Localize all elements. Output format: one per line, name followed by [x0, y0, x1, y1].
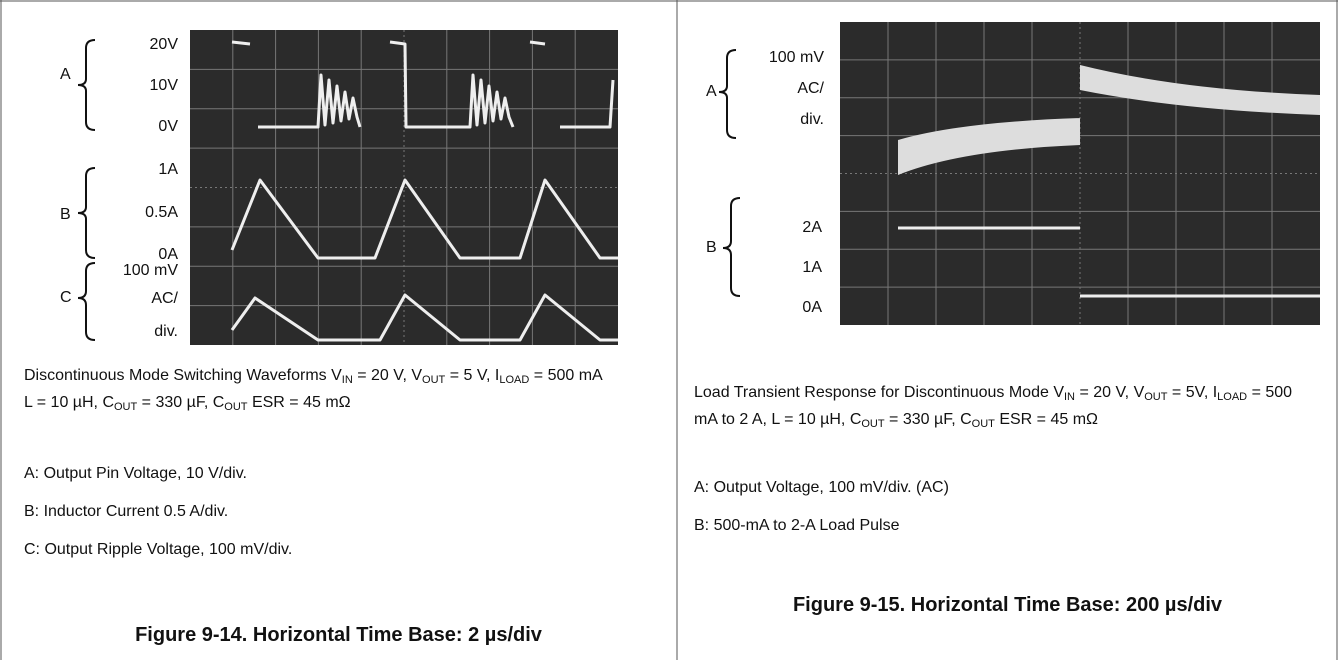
level-label: 0A	[802, 299, 822, 316]
note: B: 500-mA to 2-A Load Pulse	[694, 517, 900, 534]
level-label: 20V	[150, 36, 179, 53]
level-label: 0.5A	[145, 204, 178, 221]
subscript: OUT	[971, 418, 995, 430]
level-label: 10V	[150, 77, 179, 94]
level-label: 0A	[158, 246, 178, 263]
note: C: Output Ripple Voltage, 100 mV/div.	[24, 541, 293, 558]
subscript: OUT	[114, 401, 138, 413]
caption-text: ESR = 45 mΩ	[247, 394, 351, 411]
caption-text: = 500 mA L = 10 µH, C	[24, 367, 602, 411]
subscript: LOAD	[1217, 391, 1248, 403]
figure-title: Figure 9-14. Horizontal Time Base: 2 µs/…	[135, 624, 542, 646]
trace-a	[231, 40, 615, 129]
caption-text: Discontinuous Mode Switching Waveforms V	[24, 367, 342, 384]
trace-c	[230, 293, 618, 342]
level-label: AC/	[797, 80, 824, 97]
level-label: 2A	[802, 219, 822, 236]
caption-text: = 500 mA to 2 A, L = 10 µH, C	[694, 384, 1293, 428]
level-label: div.	[154, 323, 178, 340]
caption: Load Transient Response for Discontinuou…	[694, 379, 1294, 433]
channel-letter: B	[60, 206, 71, 223]
note: A: Output Pin Voltage, 10 V/div.	[24, 465, 247, 482]
subscript: IN	[1064, 391, 1075, 403]
channel-letter: C	[60, 289, 72, 306]
figure-title: Figure 9-15. Horizontal Time Base: 200 µ…	[792, 594, 1223, 616]
subscript: OUT	[861, 418, 885, 430]
caption-text: = 20 V, V	[1075, 384, 1145, 401]
level-label: 1A	[802, 259, 822, 276]
brace	[722, 197, 741, 297]
level-label: 100 mV	[123, 262, 178, 279]
level-label: AC/	[151, 290, 178, 307]
brace	[77, 39, 96, 131]
subscript: LOAD	[499, 374, 530, 386]
channel-letter: B	[706, 239, 717, 256]
level-label: 1A	[158, 161, 178, 178]
subscript: OUT	[1144, 391, 1168, 403]
subscript: IN	[341, 374, 353, 386]
brace	[77, 167, 96, 259]
channel-letter: A	[60, 66, 71, 83]
caption-text: = 330 µF, C	[884, 411, 972, 428]
subscript: OUT	[422, 374, 446, 386]
brace	[77, 262, 96, 341]
note: B: Inductor Current 0.5 A/div.	[24, 503, 229, 520]
level-label: div.	[800, 111, 824, 128]
caption-text: Load Transient Response for Discontinuou…	[694, 384, 1064, 401]
caption: Discontinuous Mode Switching Waveforms V…	[24, 362, 604, 416]
subscript: OUT	[224, 401, 248, 413]
caption-text: = 330 µF, C	[137, 394, 225, 411]
caption-text: = 5V, I	[1167, 384, 1218, 401]
trace-a-band	[898, 65, 1320, 175]
level-label: 0V	[158, 118, 178, 135]
caption-text: ESR = 45 mΩ	[994, 411, 1098, 428]
caption-text: = 20 V, V	[352, 367, 423, 384]
note: A: Output Voltage, 100 mV/div. (AC)	[694, 479, 949, 496]
channel-letter: A	[706, 83, 717, 100]
brace	[718, 49, 737, 139]
trace-b	[898, 226, 1320, 298]
caption-text: = 5 V, I	[445, 367, 500, 384]
level-label: 100 mV	[769, 49, 824, 66]
trace-b	[230, 178, 618, 260]
